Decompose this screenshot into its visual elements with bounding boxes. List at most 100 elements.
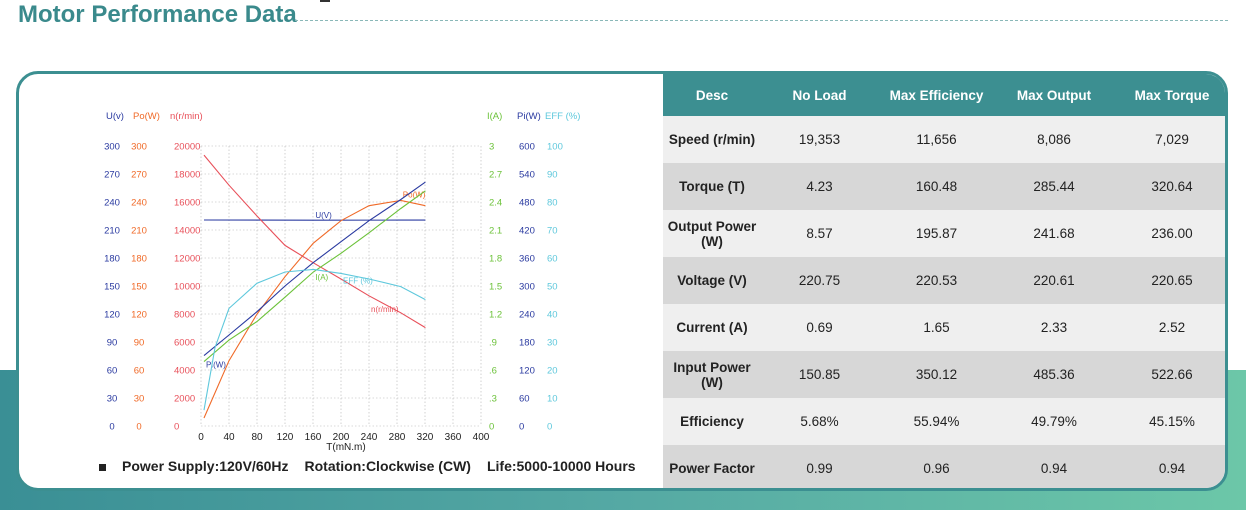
table-cell: 7,029 (1113, 116, 1225, 163)
x-tick-label: 80 (251, 432, 263, 443)
right-tick-label: 600 (519, 142, 535, 153)
page-title: Motor Performance Data (18, 1, 297, 28)
row-label: Speed (r/min) (663, 116, 761, 163)
right-tick-label: 0 (489, 422, 494, 433)
table-row: Input Power (W) 150.85 350.12 485.36 522.66 (663, 351, 1225, 398)
table-cell: 8.57 (761, 210, 878, 257)
series-line-1 (203, 199, 426, 419)
table-cell: 0.69 (761, 304, 878, 351)
right-tick-label: 420 (519, 226, 535, 237)
x-tick-label: 40 (223, 432, 235, 443)
right-tick-label: 540 (519, 170, 535, 181)
table-cell: 0.96 (878, 445, 995, 488)
table-cell: 4.23 (761, 163, 878, 210)
right-tick-label: 120 (519, 366, 535, 377)
right-tick-label: 1.2 (489, 310, 502, 321)
right-tick-label: 480 (519, 198, 535, 209)
x-tick-label: 240 (361, 432, 378, 443)
left-tick-label: 120 (131, 310, 147, 321)
table-cell: 241.68 (995, 210, 1113, 257)
x-tick-label: 160 (305, 432, 322, 443)
right-tick-label: 3 (489, 142, 494, 153)
right-tick-label: 300 (519, 282, 535, 293)
left-tick-label: 150 (104, 282, 120, 293)
column-header-desc: Desc (663, 74, 761, 116)
left-tick-label: 2000 (174, 394, 195, 405)
performance-chart: 0 40 80 120 160 200 240 280 320 360 400 T(mN.m) U(v)… (19, 74, 662, 488)
left-tick-label: 10000 (174, 282, 200, 293)
table-cell: 1.65 (878, 304, 995, 351)
series-label: I(A) (315, 273, 328, 282)
right-tick-label: 80 (547, 198, 558, 209)
chart-footer: Power Supply:120V/60Hz Rotation:Clockwise… (99, 458, 652, 474)
table-cell: 220.61 (995, 257, 1113, 304)
power-supply-text: Power Supply:120V/60Hz (122, 458, 289, 474)
right-axis-title: EFF (%) (545, 111, 580, 122)
left-tick-label: 210 (131, 226, 147, 237)
left-tick-label: 8000 (174, 310, 195, 321)
right-tick-label: 1.5 (489, 282, 502, 293)
right-tick-label: 0 (519, 422, 524, 433)
left-tick-label: 0 (136, 422, 141, 433)
table-row: Current (A) 0.69 1.65 2.33 2.52 (663, 304, 1225, 351)
table-cell: 2.52 (1113, 304, 1225, 351)
table-row: Torque (T) 4.23 160.48 285.44 320.64 (663, 163, 1225, 210)
x-tick-label: 0 (198, 432, 204, 443)
performance-chart-svg: 0 40 80 120 160 200 240 280 320 360 400T(mN.m)U(v)… (104, 111, 580, 453)
left-tick-label: 150 (131, 282, 147, 293)
table-cell: 236.00 (1113, 210, 1225, 257)
series-line-4 (203, 181, 426, 357)
table-row: Power Factor 0.99 0.96 0.94 0.94 (663, 445, 1225, 488)
table-row: Voltage (V) 220.75 220.53 220.61 220.65 (663, 257, 1225, 304)
title-tick-mark (320, 0, 330, 2)
column-header-max-efficiency: Max Efficiency (878, 74, 995, 116)
table-row: Output Power (W) 8.57 195.87 241.68 236.00 (663, 210, 1225, 257)
table-cell: 8,086 (995, 116, 1113, 163)
left-tick-label: 0 (109, 422, 114, 433)
table-row: Efficiency 5.68% 55.94% 49.79% 45.15% (663, 398, 1225, 445)
left-tick-label: 90 (107, 338, 118, 349)
right-tick-label: .3 (489, 394, 497, 405)
left-tick-label: 180 (104, 254, 120, 265)
table-cell: 0.94 (995, 445, 1113, 488)
right-axis-title: I(A) (487, 111, 502, 122)
left-tick-label: 300 (131, 142, 147, 153)
right-tick-label: .9 (489, 338, 497, 349)
bullet-square-icon (99, 463, 106, 471)
right-tick-label: 90 (547, 170, 558, 181)
table-cell: 220.65 (1113, 257, 1225, 304)
performance-table-wrap: Desc No Load Max Efficiency Max Output M… (663, 74, 1225, 488)
left-tick-label: 270 (131, 170, 147, 181)
row-label: Input Power (W) (663, 351, 761, 398)
right-tick-label: 20 (547, 366, 558, 377)
left-axis-title: n(r/min) (170, 111, 203, 122)
table-cell: 45.15% (1113, 398, 1225, 445)
table-cell: 49.79% (995, 398, 1113, 445)
series-label: n(r/min) (371, 305, 399, 314)
row-label: Output Power (W) (663, 210, 761, 257)
left-tick-label: 270 (104, 170, 120, 181)
left-tick-label: 120 (104, 310, 120, 321)
right-tick-label: 2.4 (489, 198, 502, 209)
x-tick-label: 280 (389, 432, 406, 443)
table-header-row: Desc No Load Max Efficiency Max Output M… (663, 74, 1225, 116)
right-tick-label: 50 (547, 282, 558, 293)
rotation-text: Rotation:Clockwise (CW) (304, 458, 471, 474)
x-tick-label: 400 (473, 432, 490, 443)
series-line-5 (203, 268, 426, 411)
left-tick-label: 18000 (174, 170, 200, 181)
x-tick-label: 200 (333, 432, 350, 443)
left-tick-label: 4000 (174, 366, 195, 377)
life-text: Life:5000-10000 Hours (486, 458, 636, 474)
right-tick-label: 60 (547, 254, 558, 265)
row-label: Torque (T) (663, 163, 761, 210)
x-axis-title: T(mN.m) (326, 442, 365, 453)
x-tick-label: 360 (445, 432, 462, 443)
right-tick-label: 60 (519, 394, 530, 405)
left-tick-label: 20000 (174, 142, 200, 153)
table-cell: 19,353 (761, 116, 878, 163)
row-label: Efficiency (663, 398, 761, 445)
right-tick-label: 10 (547, 394, 558, 405)
left-tick-label: 300 (104, 142, 120, 153)
table-cell: 0.99 (761, 445, 878, 488)
